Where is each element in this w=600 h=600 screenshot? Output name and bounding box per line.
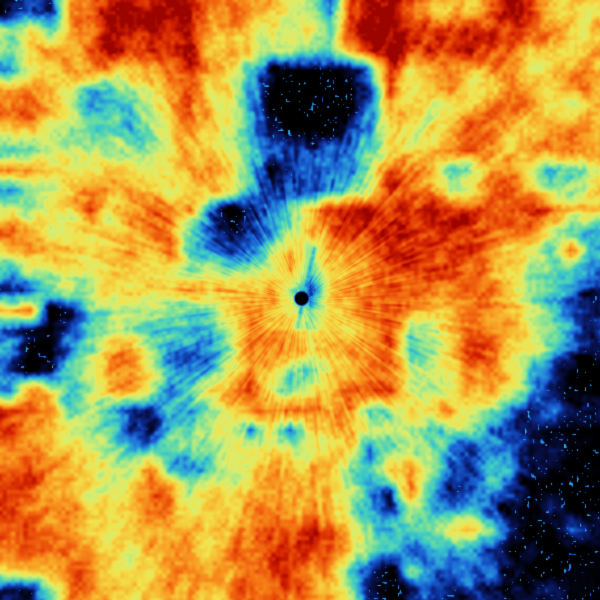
radar-heatmap-image	[0, 0, 600, 600]
heatmap-canvas	[0, 0, 600, 600]
